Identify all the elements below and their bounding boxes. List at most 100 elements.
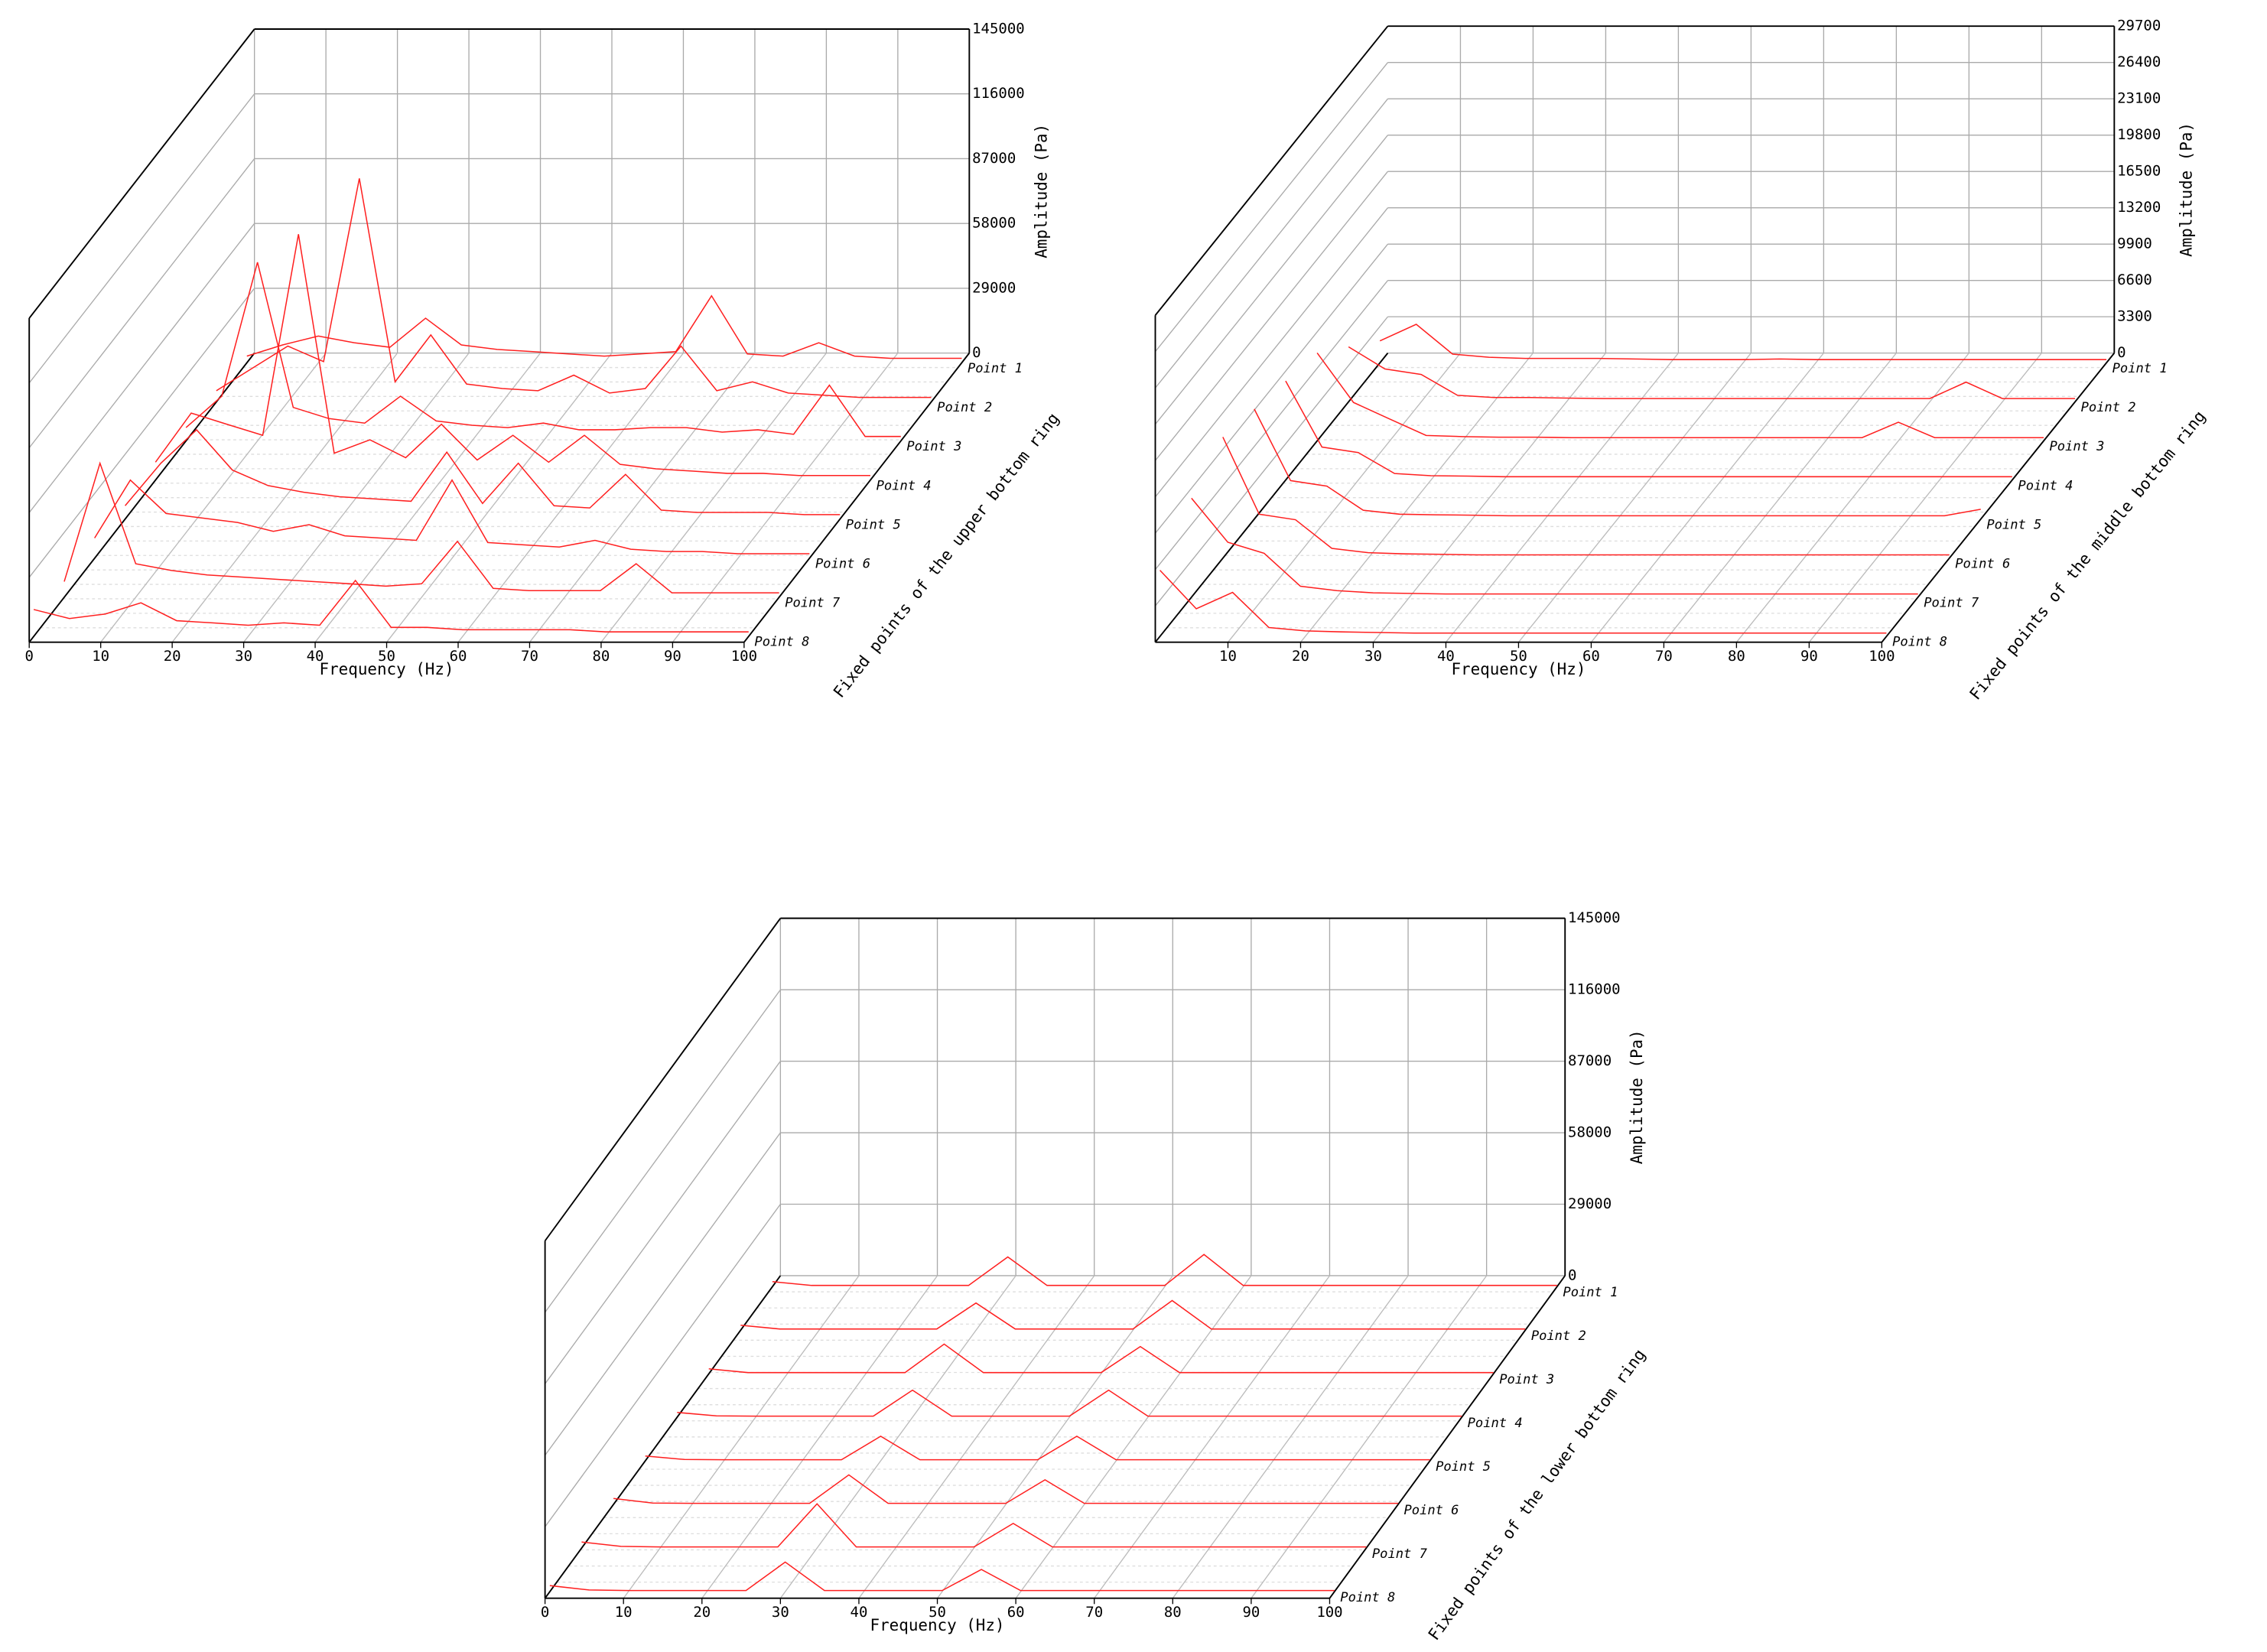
- axis-line: [544, 1275, 782, 1599]
- spectrum-line: [1254, 408, 1981, 517]
- y-tick-label: 145000: [972, 20, 1025, 37]
- y-tick-label: 3300: [2117, 308, 2152, 325]
- y-tick-label: 19800: [2117, 126, 2161, 143]
- y-tick-label: 16500: [2117, 163, 2161, 180]
- x-tick-label: 20: [693, 1604, 711, 1621]
- grid-line: [171, 353, 398, 643]
- y-tick-label: 0: [2117, 344, 2126, 361]
- series-label: Point 3: [1499, 1372, 1554, 1387]
- series-label: Point 2: [2081, 400, 2136, 415]
- y-tick-label: 0: [972, 344, 981, 361]
- y-axis-label: Amplitude (Pa): [1628, 1029, 1646, 1164]
- y-tick-label: 58000: [1568, 1124, 1612, 1141]
- spectrum-line: [1316, 352, 2044, 438]
- grid-line: [936, 1275, 1173, 1599]
- grid-line: [1154, 316, 1388, 606]
- series-label: Point 7: [785, 596, 841, 611]
- depth-axis-label: Fixed points of the lower bottom ring: [1425, 1345, 1649, 1644]
- grid-line: [457, 353, 684, 643]
- spectrum-line: [154, 234, 870, 476]
- axis-line: [1329, 1275, 1566, 1599]
- chart: 0 3300 6600 9900 13200 16500 19800 23100 26400 29…: [1154, 18, 2209, 704]
- x-tick-label: 0: [541, 1604, 549, 1621]
- y-tick-label: 145000: [1568, 909, 1621, 926]
- chart: 0 29000 58000 87000 116000 145000 0 10 20 30 40 50 6…: [541, 909, 1649, 1644]
- y-tick-label: 29000: [972, 279, 1016, 296]
- x-tick-label: 40: [1437, 648, 1455, 665]
- grid-line: [314, 353, 542, 643]
- spectrum-line: [94, 479, 810, 554]
- grid-line: [100, 353, 327, 643]
- y-tick-label: 29000: [1568, 1195, 1612, 1212]
- grid-line: [28, 158, 255, 448]
- series-label: Point 2: [937, 400, 992, 415]
- y-axis-label: Amplitude (Pa): [1032, 124, 1050, 259]
- x-tick-label: 70: [521, 648, 538, 665]
- series-label: Point 1: [2113, 361, 2168, 376]
- x-tick-label: 30: [235, 648, 252, 665]
- x-tick-label: 50: [1510, 648, 1527, 665]
- grid-line: [1299, 353, 1534, 643]
- x-tick-label: 90: [1242, 1604, 1260, 1621]
- series-label: Point 7: [1924, 596, 1979, 611]
- spectrum-line: [708, 1343, 1494, 1374]
- series-label: Point 4: [2018, 478, 2073, 493]
- series-label: Point 8: [754, 635, 809, 650]
- grid-line: [545, 989, 781, 1313]
- series-label: Point 1: [968, 361, 1023, 376]
- grid-line: [672, 353, 899, 643]
- axis-line: [544, 918, 782, 1241]
- series-label: Point 3: [2050, 439, 2105, 454]
- y-tick-label: 87000: [1568, 1052, 1612, 1069]
- spectrum-line: [613, 1474, 1398, 1504]
- series-label: Point 4: [877, 478, 932, 493]
- spectrum-line: [772, 1254, 1557, 1286]
- grid-line: [779, 1275, 1016, 1599]
- grid-line: [1154, 207, 1388, 498]
- x-tick-label: 40: [307, 648, 324, 665]
- spectrum-line: [1348, 346, 2076, 399]
- x-tick-label: 30: [772, 1604, 789, 1621]
- y-tick-label: 58000: [972, 215, 1016, 232]
- grid-line: [386, 353, 613, 643]
- axis-line: [28, 28, 255, 319]
- spectrum-line: [677, 1389, 1462, 1417]
- chart: 0 29000 58000 87000 116000 145000 0 10 20 30 40 50 6…: [24, 20, 1062, 701]
- y-tick-label: 13200: [2117, 199, 2161, 216]
- x-tick-label: 100: [1869, 648, 1895, 665]
- y-tick-label: 116000: [1568, 981, 1621, 998]
- x-tick-label: 70: [1655, 648, 1673, 665]
- y-tick-label: 23100: [2117, 90, 2161, 107]
- grid-line: [28, 288, 255, 578]
- x-tick-label: 50: [378, 648, 395, 665]
- axis-line: [1154, 25, 1389, 316]
- grid-line: [1154, 98, 1388, 389]
- x-tick-label: 60: [450, 648, 467, 665]
- x-tick-label: 100: [731, 648, 757, 665]
- grid-line: [1154, 171, 1388, 461]
- spectrum-line: [125, 428, 841, 515]
- x-tick-label: 10: [1219, 648, 1237, 665]
- y-tick-label: 9900: [2117, 236, 2152, 252]
- spectrum-line: [216, 178, 932, 398]
- x-tick-label: 70: [1085, 1604, 1103, 1621]
- x-tick-label: 80: [593, 648, 610, 665]
- grid-line: [1372, 353, 1606, 643]
- x-tick-label: 60: [1007, 1604, 1025, 1621]
- grid-line: [1154, 135, 1388, 425]
- y-tick-label: 116000: [972, 85, 1025, 102]
- axis-line: [28, 353, 255, 643]
- series-label: Point 6: [815, 556, 870, 571]
- grid-line: [529, 353, 756, 643]
- axis-line: [743, 353, 971, 643]
- spectrum-line: [185, 262, 901, 437]
- x-tick-label: 30: [1364, 648, 1382, 665]
- spectrum-line: [1222, 437, 1950, 556]
- spectrum-line: [1160, 570, 1887, 634]
- spectrum-line: [740, 1299, 1526, 1330]
- y-axis-label: Amplitude (Pa): [2177, 122, 2195, 257]
- x-tick-label: 40: [851, 1604, 868, 1621]
- spectrum-line: [1379, 324, 2107, 360]
- grid-line: [1154, 62, 1388, 353]
- x-tick-label: 10: [92, 648, 109, 665]
